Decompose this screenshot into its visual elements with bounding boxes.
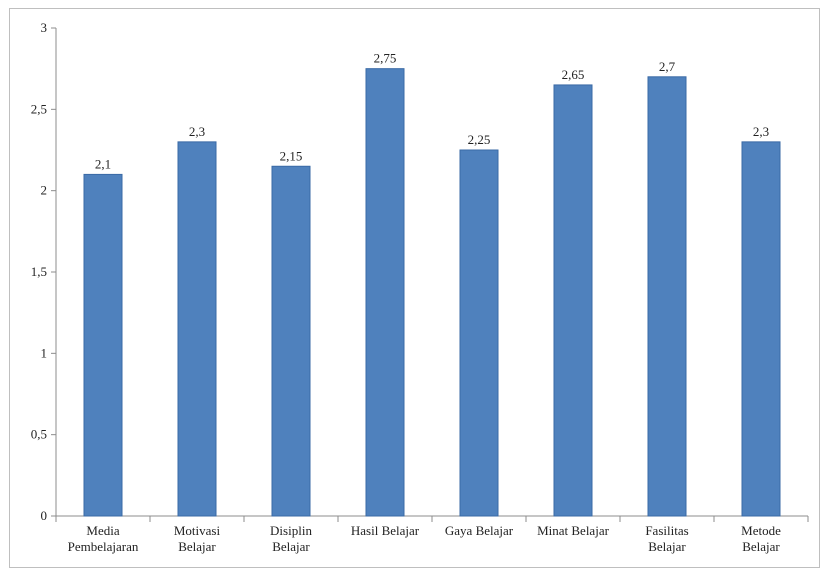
category-label: Minat Belajar xyxy=(537,523,610,538)
bar xyxy=(647,76,687,517)
bar xyxy=(365,68,405,517)
y-tick-label: 0 xyxy=(41,508,48,523)
data-label: 2,3 xyxy=(753,124,769,139)
bar xyxy=(553,84,593,517)
bar xyxy=(459,149,499,517)
category-label: Belajar xyxy=(742,539,780,554)
bar xyxy=(83,173,123,517)
data-label: 2,3 xyxy=(189,124,205,139)
category-label: Gaya Belajar xyxy=(445,523,514,538)
y-tick-label: 1,5 xyxy=(31,264,47,279)
category-label: Belajar xyxy=(272,539,310,554)
data-label: 2,25 xyxy=(468,132,491,147)
category-label: Disiplin xyxy=(270,523,312,538)
y-tick-label: 1 xyxy=(41,345,48,360)
y-tick-label: 0,5 xyxy=(31,427,47,442)
y-tick-label: 3 xyxy=(41,20,48,35)
bar xyxy=(271,165,311,517)
category-label: Hasil Belajar xyxy=(351,523,420,538)
category-label: Pembelajaran xyxy=(68,539,139,554)
y-tick-label: 2,5 xyxy=(31,101,47,116)
data-label: 2,1 xyxy=(95,156,111,171)
y-tick-label: 2 xyxy=(41,183,48,198)
category-label: Media xyxy=(86,523,119,538)
data-label: 2,65 xyxy=(562,67,585,82)
category-label: Motivasi xyxy=(174,523,221,538)
bar xyxy=(741,141,781,517)
data-label: 2,7 xyxy=(659,59,676,74)
category-label: Metode xyxy=(741,523,781,538)
data-label: 2,15 xyxy=(280,148,303,163)
data-label: 2,75 xyxy=(374,51,397,66)
category-label: Belajar xyxy=(178,539,216,554)
category-label: Belajar xyxy=(648,539,686,554)
bar xyxy=(177,141,217,517)
category-label: Fasilitas xyxy=(645,523,688,538)
